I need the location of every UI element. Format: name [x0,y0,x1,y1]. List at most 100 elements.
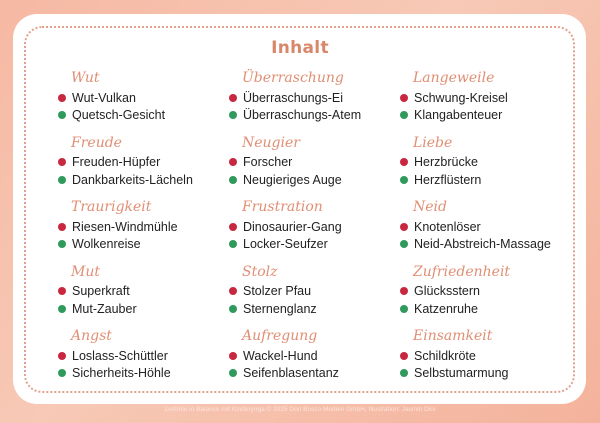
item-label: Knotenlöser [414,219,481,234]
item-label: Forscher [243,155,293,170]
group: Neid Knotenlöser Neid-Abstreich-Massage [400,197,551,262]
group: Überraschung Überraschungs-Ei Überraschu… [229,68,361,133]
green-dot-icon [58,304,66,313]
green-dot-icon [400,240,408,249]
group-heading: Angst [71,328,112,344]
item-label: Loslass-Schüttler [72,348,168,363]
green-dot-icon [229,369,237,378]
group-heading: Zufriedenheit [413,263,511,280]
group-heading: Freude [71,134,122,151]
red-dot-icon [400,222,408,231]
list-item: Schildkröte [400,347,551,365]
green-dot-icon [58,369,66,378]
red-dot-icon [58,158,66,167]
red-dot-icon [58,222,66,231]
item-label: Dankbarkeits-Lächeln [72,172,193,187]
green-dot-icon [58,111,66,120]
group: Freude Freuden-Hüpfer Dankbarkeits-Läche… [58,133,193,198]
group: Traurigkeit Riesen-Windmühle Wolkenreise [58,197,193,262]
red-dot-icon [400,158,408,167]
item-label: Neid-Abstreich-Massage [414,237,551,252]
group-heading: Aufregung [242,328,318,344]
group: Mut Superkraft Mut-Zauber [58,262,193,327]
item-label: Riesen-Windmühle [72,219,178,234]
group: Zufriedenheit Glücksstern Katzenruhe [400,262,551,327]
red-dot-icon [400,351,408,360]
list-item: Katzenruhe [400,300,551,318]
list-item: Herzflüstern [400,171,551,189]
group: Aufregung Wackel-Hund Seifenblasentanz [229,326,361,391]
list-item: Wackel-Hund [229,347,361,365]
item-label: Wut-Vulkan [72,90,136,105]
item-label: Klangabenteuer [414,108,503,123]
list-item: Stolzer Pfau [229,283,361,301]
green-dot-icon [400,111,408,120]
red-dot-icon [400,93,408,102]
list-item: Knotenlöser [400,218,551,236]
item-label: Herzbrücke [414,155,478,170]
group: Frustration Dinosaurier-Gang Locker-Seuf… [229,197,361,262]
green-dot-icon [400,369,408,378]
list-item: Wolkenreise [58,236,193,254]
red-dot-icon [229,222,237,231]
green-dot-icon [229,304,237,313]
group-heading: Einsamkeit [413,328,493,344]
list-item: Wut-Vulkan [58,89,193,107]
item-label: Katzenruhe [414,301,478,316]
list-item: Forscher [229,154,361,172]
green-dot-icon [229,240,237,249]
item-label: Überraschungs-Ei [243,90,344,105]
list-item: Mut-Zauber [58,300,193,318]
item-label: Schildkröte [414,348,476,363]
red-dot-icon [229,158,237,167]
green-dot-icon [58,175,66,184]
item-label: Seifenblasentanz [243,366,339,381]
item-label: Dinosaurier-Gang [243,219,342,234]
green-dot-icon [229,111,237,120]
page-title: Inhalt [271,38,329,58]
list-item: Herzbrücke [400,154,551,172]
list-item: Selbstumarmung [400,365,551,383]
item-label: Überraschungs-Atem [243,108,362,123]
item-label: Wolkenreise [72,237,141,252]
item-label: Glücksstern [414,284,480,299]
content-card [13,14,586,404]
group: Langeweile Schwung-Kreisel Klangabenteue… [400,68,551,133]
list-item: Überraschungs-Atem [229,107,361,125]
group: Neugier Forscher Neugieriges Auge [229,133,361,198]
column-3: Langeweile Schwung-Kreisel Klangabenteue… [400,68,551,391]
item-label: Sicherheits-Höhle [72,366,171,381]
list-item: Dankbarkeits-Lächeln [58,171,193,189]
group: Wut Wut-Vulkan Quetsch-Gesicht [58,68,193,133]
green-dot-icon [400,304,408,313]
group-heading: Liebe [413,134,453,151]
group-heading: Traurigkeit [71,199,152,215]
group-heading: Langeweile [413,70,495,86]
list-item: Klangabenteuer [400,107,551,125]
list-item: Glücksstern [400,283,551,301]
group-heading: Frustration [242,199,323,215]
red-dot-icon [229,287,237,296]
green-dot-icon [229,175,237,184]
item-label: Neugieriges Auge [243,172,342,187]
item-label: Herzflüstern [414,172,482,187]
list-item: Sicherheits-Höhle [58,365,193,383]
copyright-footer: Gefühle in Balance mit Kinderyoga © 2025… [164,406,436,413]
list-item: Loslass-Schüttler [58,347,193,365]
column-1: Wut Wut-Vulkan Quetsch-Gesicht Freude Fr… [58,68,193,391]
group-heading: Neid [413,199,447,215]
list-item: Superkraft [58,283,193,301]
list-item: Neid-Abstreich-Massage [400,236,551,254]
red-dot-icon [400,287,408,296]
item-label: Locker-Seufzer [243,237,328,252]
list-item: Riesen-Windmühle [58,218,193,236]
item-label: Superkraft [72,284,130,299]
group-heading: Wut [71,70,100,86]
list-item: Sternenglanz [229,300,361,318]
item-label: Sternenglanz [243,301,317,316]
red-dot-icon [58,351,66,360]
group: Liebe Herzbrücke Herzflüstern [400,133,551,198]
green-dot-icon [58,240,66,249]
group: Einsamkeit Schildkröte Selbstumarmung [400,326,551,391]
item-label: Schwung-Kreisel [414,90,508,105]
